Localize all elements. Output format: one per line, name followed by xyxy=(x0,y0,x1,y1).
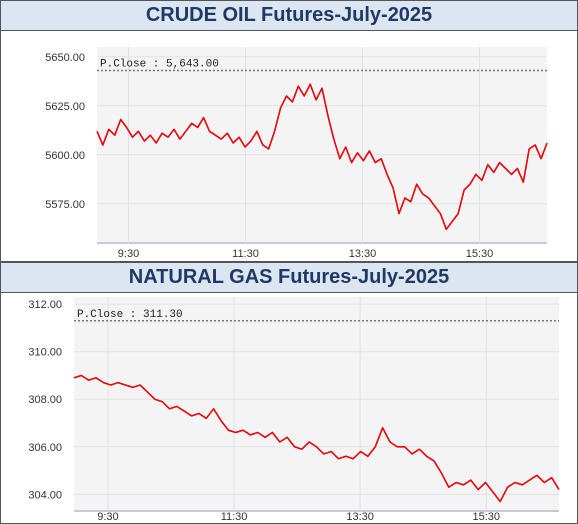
previous-close-label: P.Close : 311.30 xyxy=(77,309,183,321)
x-tick-label: 11:30 xyxy=(232,248,259,260)
y-tick-label: 5600.00 xyxy=(45,150,85,162)
price-series-line xyxy=(73,374,560,503)
x-tick-label: 11:30 xyxy=(221,511,248,523)
y-tick-label: 5575.00 xyxy=(45,199,85,211)
natural-gas-panel: NATURAL GAS Futures-July-2025 312.00 310.… xyxy=(0,262,578,524)
plot-area xyxy=(97,47,547,243)
y-tick-label: 312.00 xyxy=(28,299,62,311)
y-tick-label: 306.00 xyxy=(28,442,62,454)
x-tick-label: 13:30 xyxy=(346,511,374,523)
plot-area xyxy=(74,297,559,511)
y-tick-label: 5625.00 xyxy=(45,101,85,113)
natural-gas-title-bar: NATURAL GAS Futures-July-2025 xyxy=(1,263,577,293)
y-tick-label: 304.00 xyxy=(28,489,62,501)
x-tick-label: 9:30 xyxy=(118,248,139,260)
y-tick-label: 308.00 xyxy=(28,394,62,406)
chart-title: NATURAL GAS Futures-July-2025 xyxy=(128,266,450,288)
crude-oil-panel: CRUDE OIL Futures-July-2025 5650.00 5625.… xyxy=(0,0,578,262)
x-tick-label: 15:30 xyxy=(472,511,500,523)
y-tick-label: 5650.00 xyxy=(45,52,85,64)
crude-oil-title-bar: CRUDE OIL Futures-July-2025 xyxy=(1,1,577,31)
x-tick-label: 15:30 xyxy=(466,248,494,260)
chart-title: CRUDE OIL Futures-July-2025 xyxy=(145,4,433,26)
natural-gas-chart: 312.00 310.00 308.00 306.00 304.00 9:30 11:30 1… xyxy=(28,297,560,523)
x-tick-label: 9:30 xyxy=(97,511,118,523)
price-series-line xyxy=(96,83,548,231)
y-tick-label: 310.00 xyxy=(28,347,62,359)
x-tick-label: 13:30 xyxy=(349,248,377,260)
previous-close-label: P.Close : 5,643.00 xyxy=(100,59,219,71)
crude-oil-chart: 5650.00 5625.00 5600.00 5575.00 9:30 11:30 13:… xyxy=(45,47,548,260)
